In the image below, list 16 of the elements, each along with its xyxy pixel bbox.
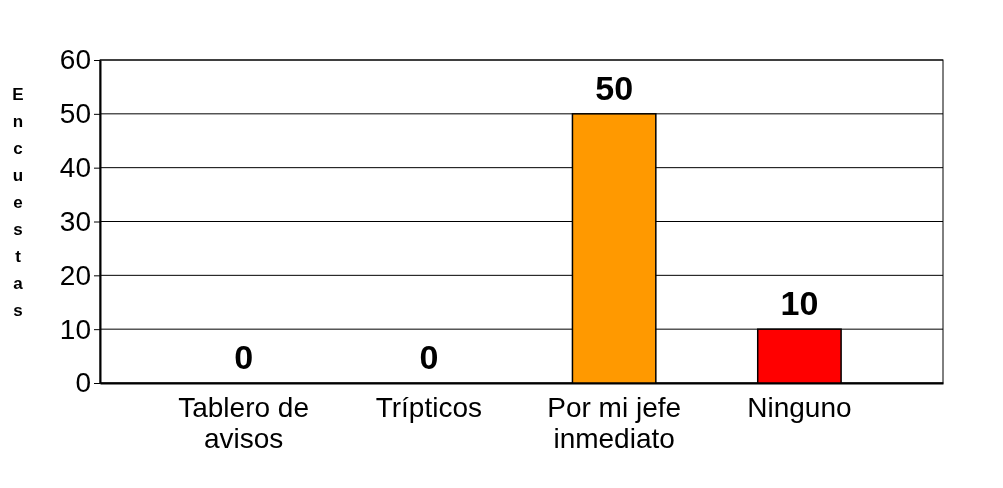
y-tick-label: 20 [59,259,91,291]
x-tick-label: Por mi jefe inmediato [547,391,682,454]
x-tick-label: Tablero de avisos [178,391,309,454]
data-label: 0 [234,338,254,376]
x-tick-label: Trípticos [375,391,483,423]
y-tick-label: 40 [59,152,91,184]
data-label: 10 [780,284,819,323]
y-tick-label: 10 [59,313,91,345]
y-tick-label: 0 [75,367,91,399]
y-tick-label: 60 [59,44,91,76]
y-tick-label: 50 [59,98,91,130]
x-tick-label: Ninguno [747,391,852,423]
y-axis-title: Encuestas [8,85,28,328]
data-label: 50 [595,68,634,107]
y-tick-label: 30 [59,205,91,237]
data-label: 0 [419,338,439,376]
